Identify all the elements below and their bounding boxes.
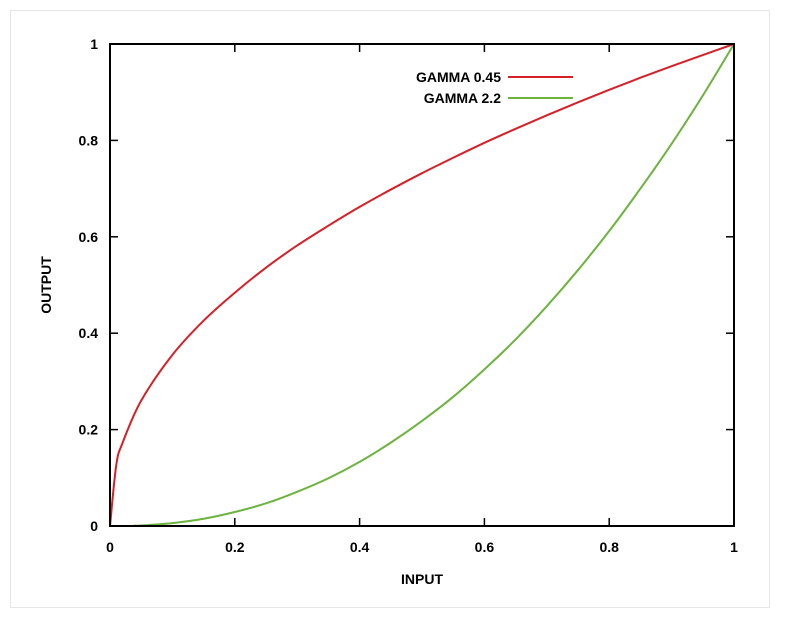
legend-label-1: GAMMA 0.45 [416,69,501,85]
x-tick-label: 0 [106,539,114,555]
y-tick-label: 0 [90,518,98,534]
y-tick-label: 1 [90,36,98,52]
plot-area-border [109,43,735,527]
chart-frame: 0 0.2 0.4 0.6 0.8 1 0 0.2 0.4 0.6 0.8 1 GAMMA 0.45 G… [10,10,770,608]
gamma-chart: 0 0.2 0.4 0.6 0.8 100.20.40.60.81 GAMMA 0.45G… [38,36,739,587]
y-tick-label: 0.8 [79,132,99,148]
x-tick-label: 0.4 [350,539,370,555]
y-tick-label: 0.6 [79,229,99,245]
legend-label-2: GAMMA 2.2 [424,90,501,106]
series-layer [109,43,735,527]
x-tick-label: 0.8 [599,539,619,555]
y-tick-label: 0.2 [79,422,99,438]
x-tick-label: 0.6 [475,539,495,555]
x-tick-label: 1 [730,539,738,555]
x-tick-label: 0.2 [225,539,245,555]
ticks-layer: 0 0.2 0.4 0.6 0.8 1 0 0.2 0.4 0.6 0.8 1 [79,36,739,555]
legend: GAMMA 0.45 GAMMA 2.2 [416,69,573,106]
series-line-2 [133,43,735,527]
series-line-1 [109,43,735,527]
y-axis-title: OUTPUT [38,256,54,314]
x-axis-title: INPUT [401,571,443,587]
y-tick-label: 0.4 [79,325,99,341]
